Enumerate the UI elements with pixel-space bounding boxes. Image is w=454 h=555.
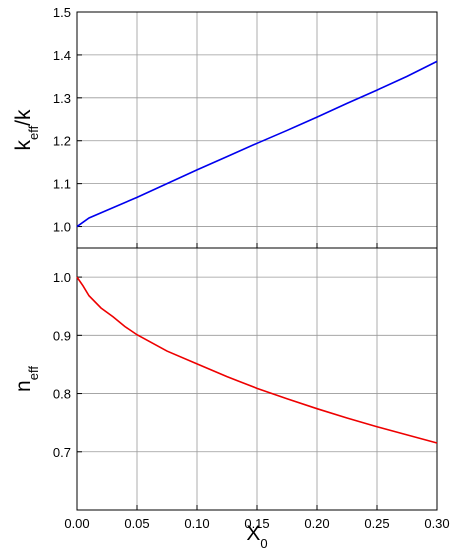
label-rest: /k: [12, 109, 35, 126]
axis-label: X0: [246, 522, 267, 550]
data-line: [76, 60, 438, 228]
x-tick-label: 0.10: [184, 516, 209, 531]
data-line: [76, 276, 438, 444]
label-sub: 0: [260, 536, 267, 551]
x-tick-label: 0.20: [304, 516, 329, 531]
axis-label: neff: [12, 366, 41, 392]
plot-frame: [76, 247, 438, 511]
label-sub: eff: [26, 366, 41, 381]
y-tick-label: 1.0: [53, 220, 71, 235]
x-tick-label: 0.00: [64, 516, 89, 531]
y-tick-label: 0.7: [53, 445, 71, 460]
x-tick-label: 0.05: [124, 516, 149, 531]
label-sub: eff: [26, 125, 41, 140]
y-tick-label: 1.0: [53, 270, 71, 285]
y-tick-label: 1.4: [53, 48, 71, 63]
label-base: n: [12, 380, 35, 392]
x-tick-label: 0.30: [424, 516, 449, 531]
x-tick-label: 0.25: [364, 516, 389, 531]
y-tick-label: 1.1: [53, 177, 71, 192]
y-tick-label: 0.8: [53, 387, 71, 402]
y-tick-label: 1.3: [53, 91, 71, 106]
label-base: k: [12, 140, 35, 151]
y-tick-label: 1.2: [53, 134, 71, 149]
y-tick-label: 0.9: [53, 328, 71, 343]
y-tick-label: 1.5: [53, 5, 71, 20]
x-tick-label: 0.15: [244, 516, 269, 531]
label-base: X: [246, 522, 260, 545]
axis-label: keff/k: [12, 109, 41, 151]
